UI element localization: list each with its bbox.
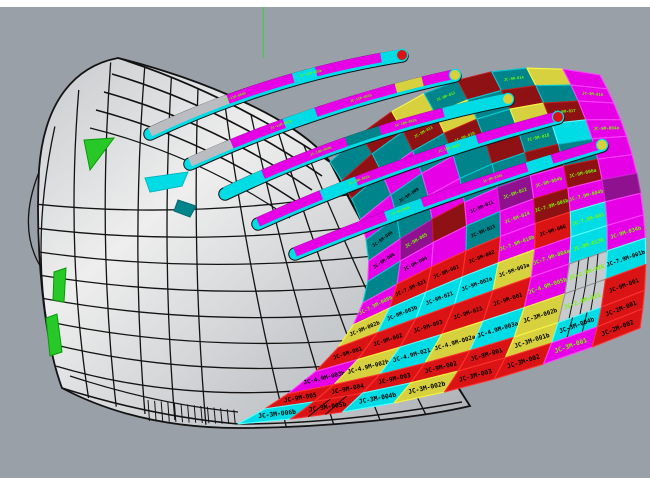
hull-edge-hatch (226, 408, 230, 425)
fin-label: JC-10M-004b (310, 145, 332, 157)
fin-3-segment[interactable] (442, 93, 509, 118)
fin-5-tip[interactable] (595, 138, 609, 152)
panel-label: JC-9M-014 (504, 75, 525, 82)
hull-wireframe-line (38, 251, 369, 265)
fin-4-segment[interactable] (319, 176, 359, 200)
fin-label: JC-10M-002b (394, 118, 417, 128)
panel-mullion-line (568, 289, 576, 319)
window-margin-top (0, 0, 650, 7)
panel-mullion-line (566, 317, 574, 338)
fin-2-segment[interactable] (282, 107, 318, 128)
hull-band-edge (95, 109, 301, 205)
hull-wireframe-line (40, 274, 368, 292)
panel-label: JC-9M-004a (593, 125, 619, 131)
panel-mullion-line (590, 282, 596, 312)
fin-label: JC-11M-002b (270, 119, 292, 130)
fin-label: JC-10M-003b (438, 143, 461, 154)
fin-4-segment[interactable] (256, 190, 324, 227)
hull-edge-hatch (147, 399, 150, 422)
fin-3-segment[interactable] (344, 125, 382, 147)
fin-1-segment[interactable] (315, 52, 382, 77)
panel-label: JC-3M-006b (258, 409, 297, 420)
panel-label: JC-9M-012 (436, 91, 456, 102)
hull-edge-hatch (206, 406, 210, 424)
fin-label: JC-10M-001b (348, 174, 370, 186)
hull-wireframe-line (37, 225, 363, 238)
window-margin-bottom (0, 478, 650, 488)
fin-2-segment[interactable] (314, 83, 398, 117)
panel-label: JC-9M-018 (526, 132, 550, 142)
fin-label: JC-9M-034b (482, 173, 503, 183)
highlighted-panel-green[interactable] (52, 267, 67, 303)
fin-label: JC-11M-003b (299, 69, 322, 78)
fin-2-segment[interactable] (188, 139, 234, 167)
hull-edge-hatch (167, 402, 170, 422)
highlighted-panel-cyan[interactable] (144, 171, 189, 193)
hull-wireframe-line (43, 297, 359, 319)
panel-mullion-line (579, 286, 586, 316)
panel[interactable] (577, 100, 622, 121)
hull-wireframe-line (137, 67, 146, 415)
fin-4-segment[interactable] (475, 111, 560, 144)
fin-1-segment[interactable] (291, 67, 318, 83)
fin-1-segment[interactable] (226, 73, 295, 104)
fin-2-segment[interactable] (229, 118, 286, 149)
hull-wireframe-line (46, 320, 344, 345)
panel[interactable] (591, 308, 644, 348)
hull-wireframe-line (55, 365, 292, 394)
hull-edge-hatch (193, 405, 197, 423)
fin-5-segment[interactable] (525, 154, 554, 172)
hull-edge-hatch (160, 401, 164, 422)
fin-2-segment[interactable] (394, 76, 424, 93)
panel-mullion-line (307, 398, 331, 418)
hull-wireframe-line (195, 88, 207, 425)
panel-mullion-line (325, 395, 347, 415)
hull-wireframe-line (27, 171, 41, 266)
hull-edge-hatch (213, 407, 216, 424)
fin-label: JC-9M-004b (390, 205, 411, 216)
fin-label: JC-11M-001b (349, 93, 372, 103)
hull-edge-hatch (233, 409, 236, 425)
fin-label: JC-11M-004b (224, 91, 247, 102)
hull-bottom-rim-inner (69, 375, 239, 413)
panel-mullion-line (594, 254, 599, 283)
fin-4-segment[interactable] (444, 134, 479, 154)
fin-2-tip[interactable] (448, 68, 462, 82)
panel-label: JC-9M-017 (554, 108, 577, 115)
hull-wireframe-line (40, 126, 56, 329)
hull-wireframe-line (73, 89, 90, 399)
fin-5-segment[interactable] (293, 211, 388, 257)
fin-3-segment[interactable] (261, 137, 348, 179)
hull-wireframe-line (50, 343, 321, 370)
fin-5-segment[interactable] (550, 139, 604, 164)
fin-1-segment[interactable] (147, 94, 230, 137)
hull-edge-hatch (187, 404, 190, 423)
fin-3-segment[interactable] (378, 107, 445, 136)
fin-4-segment[interactable] (354, 144, 448, 186)
panel-label: JC-9M-016 (582, 90, 604, 97)
hull-wireframe-line (104, 62, 117, 407)
panel-mullion-line (574, 260, 580, 291)
fin-4-tip[interactable] (551, 110, 565, 124)
hull-edge-hatch (173, 402, 177, 423)
fin-5-segment[interactable] (420, 162, 529, 208)
highlighted-panel-green[interactable] (45, 313, 63, 357)
panel-mullion-line (584, 257, 589, 287)
highlighted-panel-teal[interactable] (173, 199, 197, 218)
hull-edge-hatch (220, 408, 223, 424)
fin-5-segment[interactable] (383, 198, 424, 221)
hull-edge-hatch (180, 403, 183, 423)
hull-edge-hatch (154, 400, 157, 422)
fin-3-segment[interactable] (222, 170, 265, 197)
hull-edge-hatch (200, 405, 203, 424)
highlighted-panel-green[interactable] (83, 137, 116, 172)
fin-3-tip[interactable] (501, 92, 515, 106)
panel-mullion-line (581, 312, 588, 333)
fin-1-tip[interactable] (395, 48, 409, 62)
